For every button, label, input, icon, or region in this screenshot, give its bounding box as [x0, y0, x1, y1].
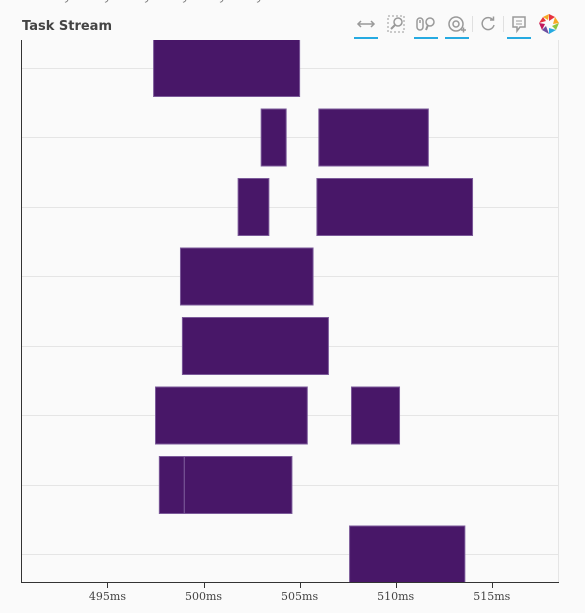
toolbar-divider [472, 16, 473, 32]
tap-tool[interactable] [443, 10, 471, 39]
x-tick [203, 583, 205, 588]
x-tick-label: 505ms [281, 590, 319, 603]
wheel-zoom-icon [416, 17, 435, 31]
bokeh-logo[interactable] [535, 10, 563, 38]
bokeh-logo-icon [539, 14, 559, 34]
task-stream-plot[interactable] [21, 40, 559, 582]
x-tick-label: 515ms [473, 590, 511, 603]
task-bar[interactable] [155, 386, 308, 445]
task-bar[interactable] [260, 108, 287, 167]
hover-icon [512, 16, 526, 34]
task-bar[interactable] [158, 456, 185, 514]
clipped-mark: ʼʒ [250, 0, 262, 5]
chart-title: Task Stream [22, 19, 112, 34]
x-tick-label: 500ms [184, 590, 223, 603]
task-bar[interactable] [350, 386, 401, 445]
task-bar[interactable] [183, 456, 293, 514]
task-bar[interactable] [237, 178, 270, 236]
plot-border-right [558, 40, 559, 582]
box-zoom-tool[interactable] [382, 10, 410, 38]
clipped-mark: ʼʒ [213, 0, 225, 5]
x-tick [299, 583, 301, 588]
clipped-mark: ʼʒ [58, 0, 70, 5]
clipped-mark: ʼʒ [98, 0, 110, 5]
pan-tool[interactable] [352, 10, 380, 39]
xpan-icon [356, 20, 376, 28]
hover-tool[interactable] [505, 10, 533, 39]
clipped-mark: ʼ [286, 0, 293, 4]
x-tick-label: 510ms [377, 590, 415, 603]
x-tick [395, 583, 397, 588]
wheel-zoom-tool[interactable] [412, 10, 440, 39]
x-tick-label: 495ms [88, 590, 126, 603]
task-bar[interactable] [349, 525, 466, 582]
tap-icon [448, 16, 466, 33]
task-bar[interactable] [179, 247, 314, 306]
task-bar[interactable] [181, 317, 329, 375]
task-bar[interactable] [318, 108, 429, 167]
clipped-mark: ʼʒ [176, 0, 188, 5]
x-axis-line [21, 582, 559, 583]
task-bar[interactable] [316, 178, 474, 236]
clipped-mark: ʼʒ [138, 0, 150, 5]
reset-icon [481, 16, 495, 31]
box-zoom-icon [387, 15, 405, 33]
y-axis-line [21, 40, 22, 582]
x-tick [107, 583, 109, 588]
reset-tool[interactable] [474, 10, 502, 38]
toolbar-divider [503, 16, 504, 32]
x-tick [491, 583, 493, 588]
clipped-labels: ʼʒ ʼʒ ʼʒ ʼʒ ʼʒ ʼʒ ʼ [58, 0, 320, 5]
task-bar[interactable] [153, 40, 301, 97]
